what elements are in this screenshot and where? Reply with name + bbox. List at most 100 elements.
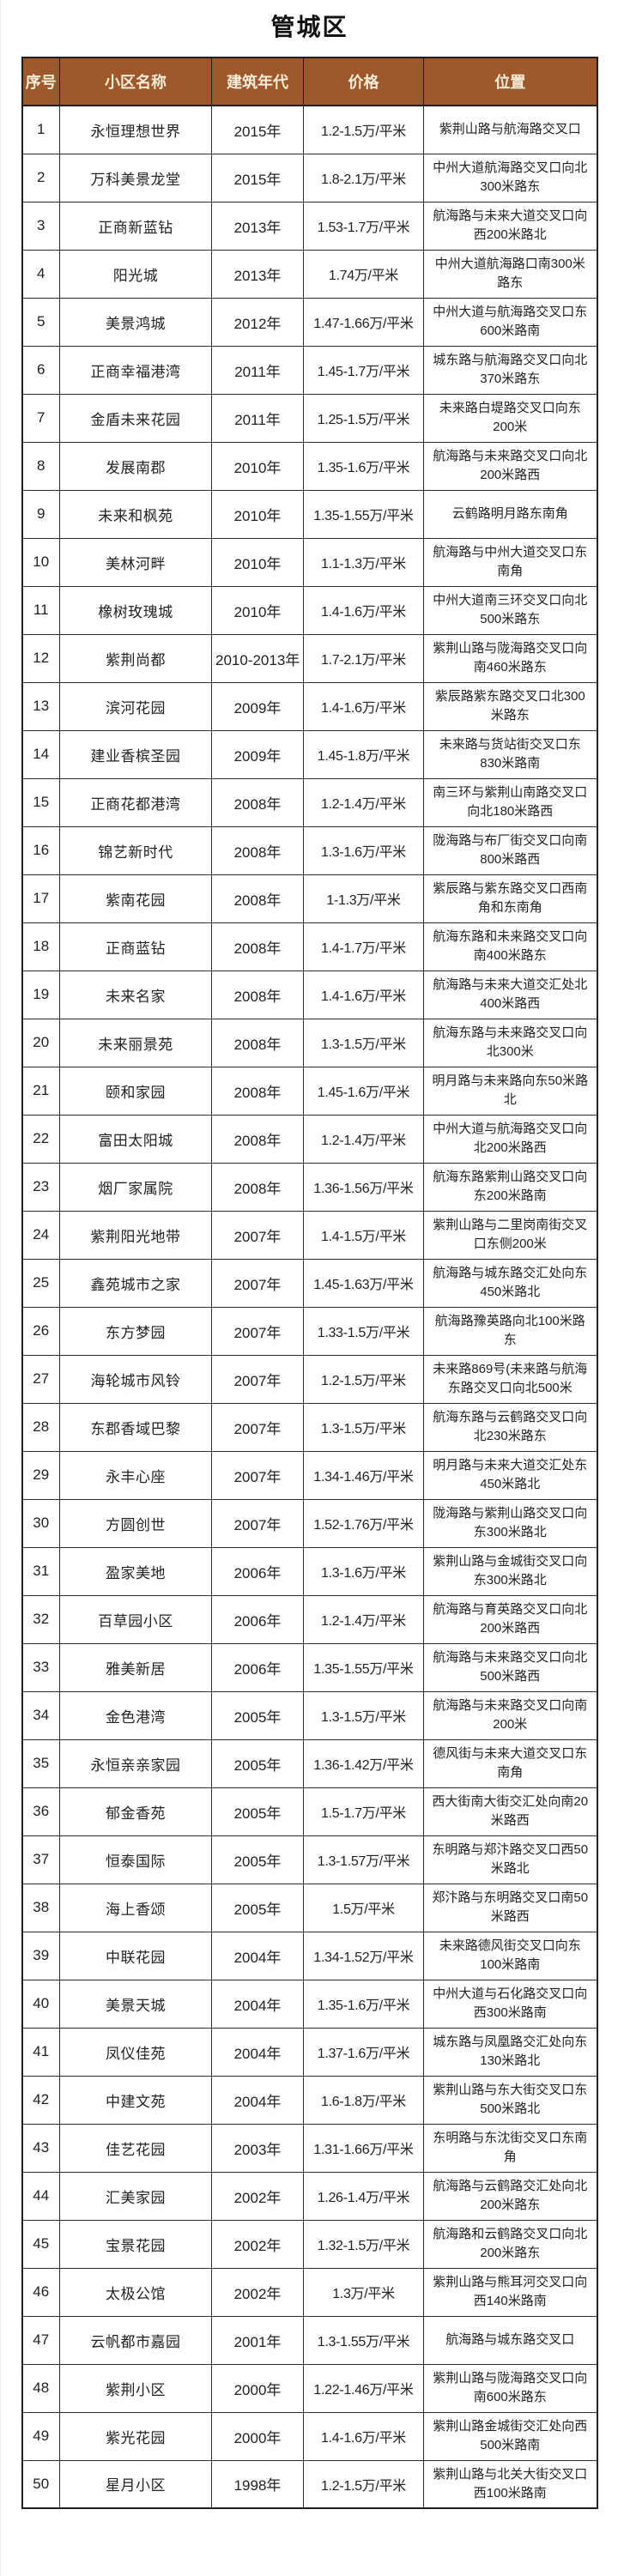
- cell-price: 1.36-1.42万/平米: [303, 1738, 424, 1788]
- cell-price: 1.37-1.6万/平米: [303, 2027, 424, 2077]
- cell-index: 14: [21, 729, 60, 779]
- cell-community-name: 永恒亲亲家园: [59, 1738, 212, 1788]
- cell-price: 1.5万/平米: [303, 1883, 424, 1932]
- cell-build-year: 2007年: [211, 1354, 304, 1404]
- cell-index: 5: [21, 297, 60, 347]
- table-row: 15 正商花都港湾 2008年 1.2-1.4万/平米 南三环与紫荆山南路交叉口…: [21, 777, 597, 827]
- table-row: 25 鑫苑城市之家 2007年 1.45-1.63万/平米 航海路与城东路交汇处…: [21, 1258, 597, 1308]
- cell-index: 30: [21, 1498, 60, 1548]
- table-row: 35 永恒亲亲家园 2005年 1.36-1.42万/平米 德风街与未来大道交叉…: [21, 1738, 597, 1788]
- cell-location: 航海东路与云鹤路交叉口向北230米路东: [423, 1402, 597, 1452]
- cell-build-year: 2002年: [211, 2219, 304, 2269]
- cell-price: 1.47-1.66万/平米: [303, 297, 424, 347]
- cell-community-name: 雅美新居: [59, 1642, 212, 1692]
- cell-build-year: 2007年: [211, 1210, 304, 1260]
- cell-build-year: 2015年: [211, 153, 304, 203]
- cell-location: 紫荆山路与陇海路交叉口向南600米路东: [423, 2363, 597, 2413]
- cell-price: 1.53-1.7万/平米: [303, 201, 424, 251]
- cell-build-year: 2002年: [211, 2267, 304, 2317]
- table-row: 30 方圆创世 2007年 1.52-1.76万/平米 陇海路与紫荆山路交叉口向…: [21, 1498, 597, 1548]
- cell-price: 1.2-1.4万/平米: [303, 1114, 424, 1164]
- cell-price: 1.3-1.5万/平米: [303, 1018, 424, 1067]
- cell-location: 紫荆山路金城街交汇处向西500米路南: [423, 2411, 597, 2461]
- cell-community-name: 海上香颂: [59, 1883, 212, 1932]
- table-row: 21 颐和家园 2008年 1.45-1.6万/平米 明月路与未来路向东50米路…: [21, 1066, 597, 1116]
- cell-index: 6: [21, 345, 60, 395]
- cell-community-name: 汇美家园: [59, 2171, 212, 2221]
- cell-community-name: 美林河畔: [59, 537, 212, 587]
- cell-location: 中州大道与航海路交叉口向北200米路西: [423, 1114, 597, 1164]
- table-row: 48 紫荆小区 2000年 1.22-1.46万/平米 紫荆山路与陇海路交叉口向…: [21, 2363, 597, 2413]
- cell-build-year: 2013年: [211, 201, 304, 251]
- cell-community-name: 紫南花园: [59, 874, 212, 923]
- cell-community-name: 宝景花园: [59, 2219, 212, 2269]
- cell-price: 1.3-1.5万/平米: [303, 1402, 424, 1452]
- cell-price: 1.32-1.5万/平米: [303, 2219, 424, 2269]
- cell-location: 陇海路与紫荆山路交叉口向东300米路北: [423, 1498, 597, 1548]
- table-row: 4 阳光城 2013年 1.74万/平米 中州大道航海路口南300米路东: [21, 249, 597, 299]
- cell-price: 1.52-1.76万/平米: [303, 1498, 424, 1548]
- cell-index: 29: [21, 1450, 60, 1500]
- cell-index: 32: [21, 1594, 60, 1644]
- cell-build-year: 2011年: [211, 345, 304, 395]
- cell-price: 1.35-1.6万/平米: [303, 441, 424, 491]
- table-row: 13 滨河花园 2009年 1.4-1.6万/平米 紫辰路紫东路交叉口北300米…: [21, 681, 597, 731]
- cell-price: 1.26-1.4万/平米: [303, 2171, 424, 2221]
- cell-price: 1.45-1.8万/平米: [303, 729, 424, 779]
- cell-build-year: 2004年: [211, 2027, 304, 2077]
- cell-index: 26: [21, 1306, 60, 1356]
- table-row: 7 金盾未来花园 2011年 1.25-1.5万/平米 未来路白堤路交叉口向东2…: [21, 393, 597, 443]
- cell-index: 1: [21, 105, 60, 154]
- table-row: 42 中建文苑 2004年 1.6-1.8万/平米 紫荆山路与东大街交叉口东50…: [21, 2075, 597, 2125]
- cell-community-name: 太极公馆: [59, 2267, 212, 2317]
- cell-index: 36: [21, 1787, 60, 1836]
- cell-index: 3: [21, 201, 60, 251]
- cell-index: 10: [21, 537, 60, 587]
- cell-location: 东明路与郑汴路交叉口西50米路北: [423, 1835, 597, 1884]
- cell-build-year: 2008年: [211, 970, 304, 1019]
- cell-community-name: 中建文苑: [59, 2075, 212, 2125]
- cell-price: 1.45-1.6万/平米: [303, 1066, 424, 1116]
- cell-price: 1.4-1.6万/平米: [303, 585, 424, 635]
- cell-community-name: 紫荆阳光地带: [59, 1210, 212, 1260]
- cell-build-year: 2000年: [211, 2363, 304, 2413]
- cell-price: 1.35-1.55万/平米: [303, 1642, 424, 1692]
- cell-build-year: 2005年: [211, 1835, 304, 1884]
- cell-community-name: 未来名家: [59, 970, 212, 1019]
- col-header-name: 小区名称: [59, 57, 212, 106]
- table-row: 32 百草园小区 2006年 1.2-1.4万/平米 航海路与育英路交叉口向北2…: [21, 1594, 597, 1644]
- cell-location: 城东路与凤凰路交汇处向东130米路北: [423, 2027, 597, 2077]
- cell-build-year: 2011年: [211, 393, 304, 443]
- cell-community-name: 东郡香域巴黎: [59, 1402, 212, 1452]
- cell-community-name: 东方梦园: [59, 1306, 212, 1356]
- cell-build-year: 2010年: [211, 537, 304, 587]
- cell-build-year: 2009年: [211, 729, 304, 779]
- cell-index: 11: [21, 585, 60, 635]
- cell-location: 紫荆山路与航海路交叉口: [423, 105, 597, 154]
- cell-index: 13: [21, 681, 60, 731]
- cell-index: 27: [21, 1354, 60, 1404]
- cell-location: 未来路德风街交叉口向东100米路南: [423, 1931, 597, 1980]
- cell-build-year: 2008年: [211, 922, 304, 971]
- cell-index: 22: [21, 1114, 60, 1164]
- table-row: 26 东方梦园 2007年 1.33-1.5万/平米 航海路豫英路向北100米路…: [21, 1306, 597, 1356]
- community-price-table: 序号 小区名称 建筑年代 价格 位置 1 永恒理想世界 2015年 1.2-1.…: [21, 57, 598, 2509]
- table-row: 16 锦艺新时代 2008年 1.3-1.6万/平米 陇海路与布厂街交叉口向南8…: [21, 825, 597, 875]
- cell-build-year: 2001年: [211, 2315, 304, 2365]
- cell-location: 未来路869号(未来路与航海东路交叉口向北500米: [423, 1354, 597, 1404]
- cell-index: 49: [21, 2411, 60, 2461]
- cell-community-name: 颐和家园: [59, 1066, 212, 1116]
- cell-community-name: 正商花都港湾: [59, 777, 212, 827]
- cell-index: 44: [21, 2171, 60, 2221]
- cell-location: 中州大道航海路口南300米路东: [423, 249, 597, 299]
- cell-build-year: 2008年: [211, 1066, 304, 1116]
- cell-index: 2: [21, 153, 60, 203]
- cell-community-name: 未来丽景苑: [59, 1018, 212, 1067]
- table-row: 43 佳艺花园 2003年 1.31-1.66万/平米 东明路与东沈街交叉口东南…: [21, 2123, 597, 2173]
- cell-build-year: 2015年: [211, 105, 304, 154]
- col-header-year: 建筑年代: [211, 57, 304, 106]
- cell-price: 1.2-1.4万/平米: [303, 777, 424, 827]
- cell-price: 1.4-1.6万/平米: [303, 970, 424, 1019]
- cell-build-year: 2007年: [211, 1402, 304, 1452]
